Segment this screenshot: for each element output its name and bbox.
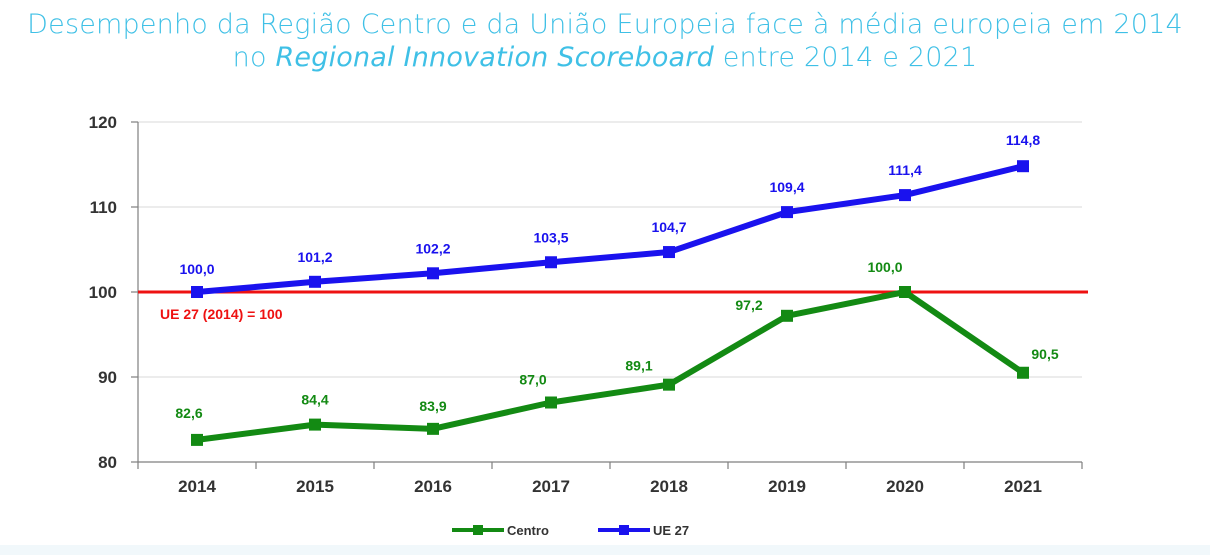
gridlines xyxy=(138,121,1082,378)
data-point xyxy=(781,206,793,219)
x-tick-label: 2020 xyxy=(886,477,924,496)
data-point xyxy=(545,256,557,269)
data-point xyxy=(191,286,203,298)
tick-labels: 80 90 100 110 120 2014 2015 2016 2017 2018 2019 202… xyxy=(89,113,1042,496)
data-point xyxy=(191,433,203,446)
chart-title: Desempenho da Região Centro e da União E… xyxy=(0,8,1210,74)
data-point xyxy=(899,189,911,202)
legend-swatch-marker xyxy=(473,525,483,535)
data-point xyxy=(1017,160,1029,173)
title-line-2-prefix: no xyxy=(232,42,276,73)
y-tick-label: 100 xyxy=(89,283,117,302)
data-label: 104,7 xyxy=(651,219,686,235)
x-tick-label: 2019 xyxy=(768,477,806,496)
series-line-ue-27 xyxy=(196,163,1024,295)
data-label: 109,4 xyxy=(769,179,804,195)
data-point xyxy=(309,275,321,288)
x-tick-label: 2015 xyxy=(296,477,334,496)
series-line-centro xyxy=(196,289,1025,443)
y-tick-label: 110 xyxy=(90,198,117,217)
data-labels: 82,6 84,4 83,9 87,0 89,1 97,2 100,0 90,5 100,0 10… xyxy=(175,132,1058,421)
data-label: 83,9 xyxy=(419,398,446,414)
data-point xyxy=(545,396,557,409)
x-tick-label: 2016 xyxy=(414,477,452,496)
data-point xyxy=(899,286,911,298)
data-label: 82,6 xyxy=(175,405,202,421)
data-point xyxy=(663,378,675,391)
y-tick-label: 120 xyxy=(89,113,117,132)
data-label: 97,2 xyxy=(735,297,762,313)
data-point xyxy=(781,309,793,322)
x-tick-label: 2021 xyxy=(1004,477,1042,496)
data-label: 103,5 xyxy=(533,229,568,245)
data-point xyxy=(309,418,321,431)
data-label: 111,4 xyxy=(888,162,922,178)
data-label: 100,0 xyxy=(867,259,902,275)
data-point xyxy=(663,246,675,259)
legend: Centro UE 27 xyxy=(452,523,689,538)
data-label: 100,0 xyxy=(179,261,214,277)
legend-label: Centro xyxy=(507,523,549,538)
x-tick-label: 2018 xyxy=(650,477,688,496)
series-lines xyxy=(191,160,1029,446)
y-tick-label: 90 xyxy=(98,368,117,387)
y-tick-label: 80 xyxy=(98,453,117,472)
legend-swatch-marker xyxy=(619,525,629,535)
x-tick-label: 2017 xyxy=(532,477,570,496)
axes xyxy=(131,121,1083,469)
title-line-2-italic: Regional Innovation Scoreboard xyxy=(275,42,714,73)
data-point xyxy=(427,422,439,435)
reference-line: UE 27 (2014) = 100 xyxy=(138,290,1088,322)
data-label: 90,5 xyxy=(1031,346,1058,362)
title-line-2-suffix: entre 2014 e 2021 xyxy=(713,42,978,73)
title-line-1: Desempenho da Região Centro e da União E… xyxy=(27,9,1183,40)
data-label: 114,8 xyxy=(1006,132,1040,148)
data-point xyxy=(427,267,439,280)
data-point xyxy=(1017,366,1029,379)
data-label: 84,4 xyxy=(301,392,328,408)
data-label: 89,1 xyxy=(625,358,652,374)
reference-line-label: UE 27 (2014) = 100 xyxy=(160,306,283,322)
title-line-2: no Regional Innovation Scoreboard entre … xyxy=(0,41,1210,74)
data-label: 101,2 xyxy=(297,249,332,265)
bottom-band xyxy=(0,545,1210,555)
legend-label: UE 27 xyxy=(653,523,689,538)
data-label: 102,2 xyxy=(415,240,450,256)
data-label: 87,0 xyxy=(519,372,546,388)
x-tick-label: 2014 xyxy=(178,477,216,496)
